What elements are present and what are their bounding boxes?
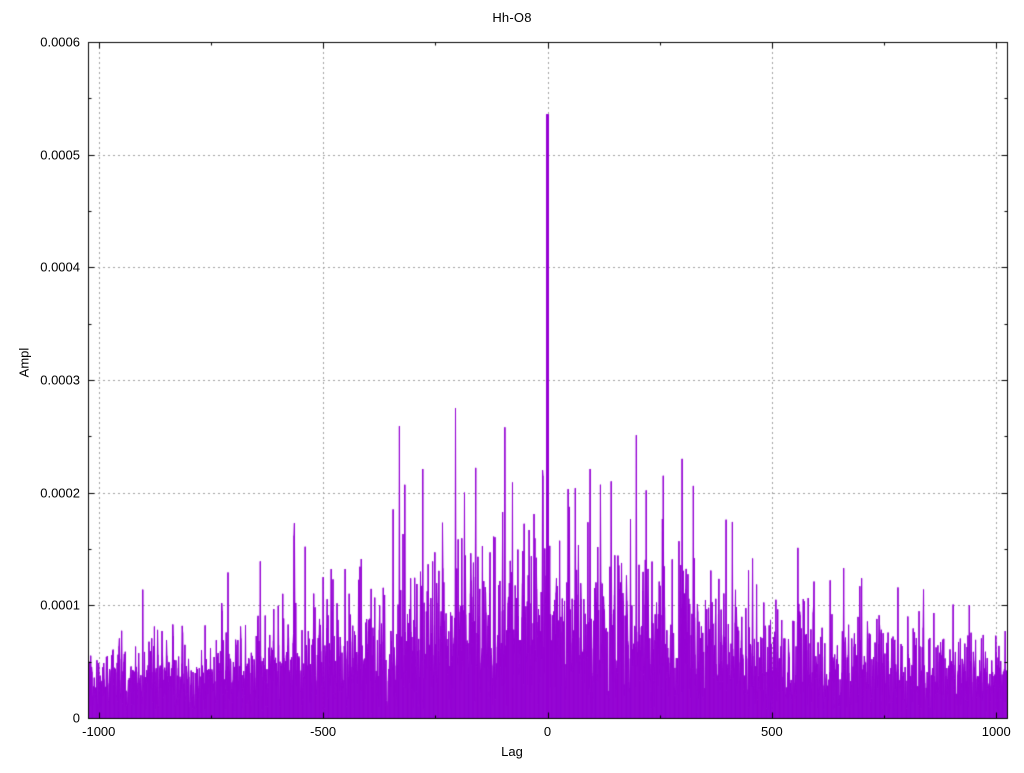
y-tick-label: 0.0002 — [40, 485, 80, 501]
x-tick-label: 0 — [543, 724, 552, 739]
x-tick-label: -1000 — [82, 724, 116, 739]
y-tick-label: 0.0004 — [40, 259, 80, 275]
x-axis-label: Lag — [501, 744, 523, 759]
y-tick-label: 0 — [72, 710, 80, 726]
y-tick-label: 0.0003 — [40, 372, 80, 388]
y-tick-label: 0.0006 — [40, 34, 80, 50]
y-tick-label: 0.0001 — [40, 597, 80, 613]
x-tick-label: 500 — [761, 724, 783, 739]
chart-title: Hh-O8 — [492, 10, 532, 25]
x-tick-label: 1000 — [981, 724, 1011, 739]
y-tick-label: 0.0005 — [40, 147, 80, 163]
x-tick-label: -500 — [310, 724, 337, 739]
